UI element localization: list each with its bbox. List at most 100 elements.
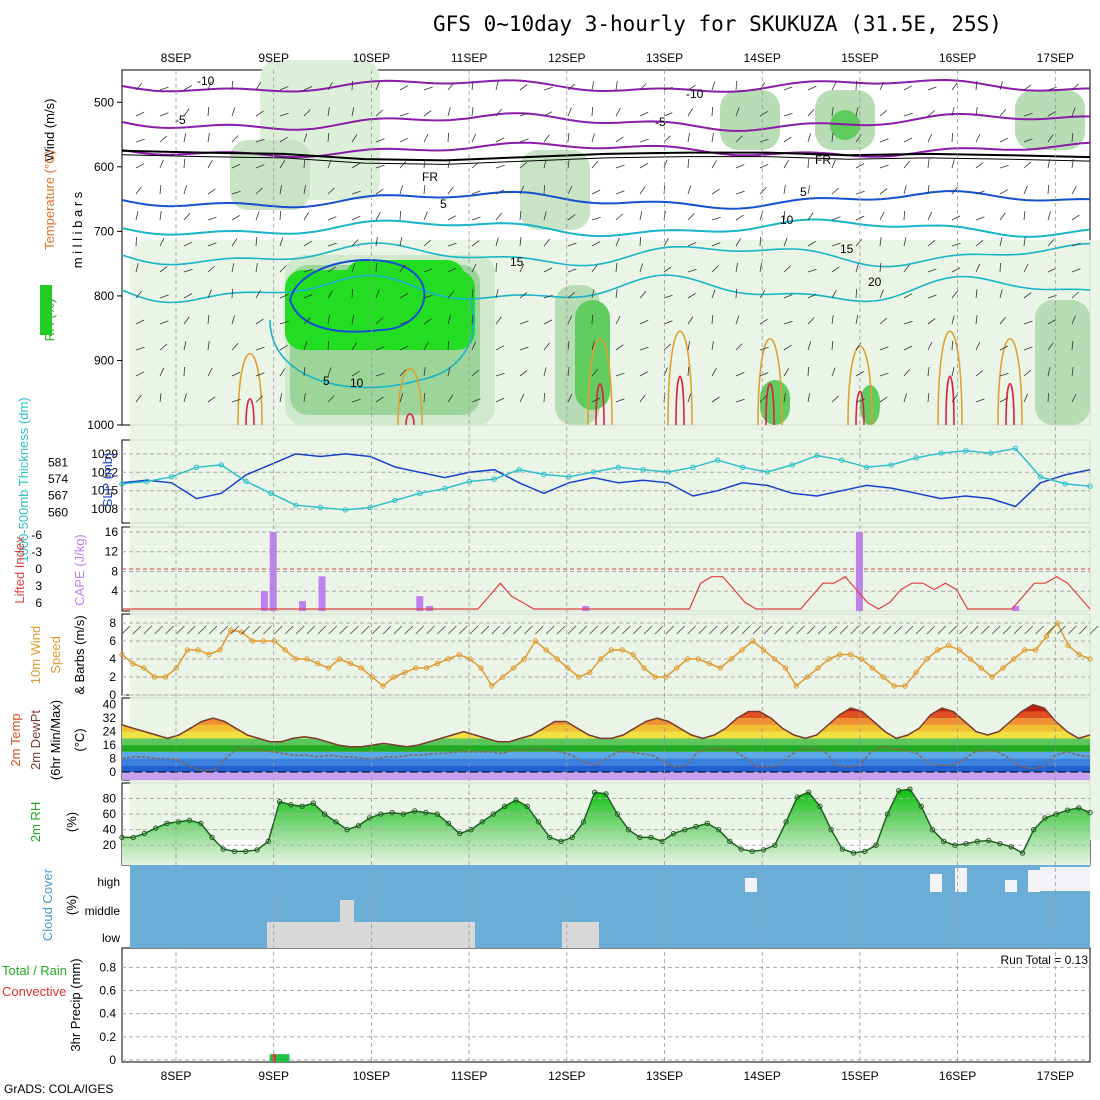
wind-speed-line-point (402, 669, 408, 676)
rh-line-point (929, 827, 936, 833)
wind-barb (903, 185, 907, 195)
wind-barb (975, 80, 978, 91)
contour-label-13: 10 (350, 376, 364, 390)
surface-wind-barb (1067, 625, 1077, 635)
wind-barb (183, 185, 187, 195)
wind-barb (327, 315, 330, 325)
wind-speed-line-point (347, 660, 354, 667)
rh-line-point (558, 838, 564, 844)
surface-wind-barb (970, 625, 979, 635)
wind-tick: 6 (109, 634, 116, 648)
high-cloud-bar (1005, 880, 1017, 892)
wind-barb (591, 264, 598, 273)
wind-speed-line-point (162, 674, 169, 680)
wind-barb (375, 289, 380, 299)
rh-line-point (772, 842, 778, 848)
wind-barb (759, 138, 769, 143)
wind-barb (903, 293, 913, 299)
thickness-line-point (1037, 474, 1044, 480)
rh-line-point (310, 800, 316, 806)
rh-line-point (220, 846, 227, 852)
rh-line-point (344, 827, 350, 833)
wind-speed-line-point (369, 674, 375, 680)
rh-legend-swatch (40, 285, 52, 335)
rh-shade-15 (760, 380, 790, 425)
surface-wind-barb (915, 625, 925, 635)
wind-barb (159, 211, 162, 221)
rh-shade-13 (230, 140, 310, 210)
thickness-line-point (938, 450, 944, 456)
wind-barb (207, 265, 215, 273)
wind-barb (375, 237, 378, 247)
temp-ylabel-2: 2m DewPt (28, 710, 43, 770)
rh-ylabel-1: 2m RH (28, 802, 43, 842)
wind-speed-line-point (151, 674, 158, 680)
wind-barb (351, 239, 359, 247)
date-label-bottom: 9SEP (258, 1069, 289, 1083)
wind-barb (375, 317, 383, 325)
ua-ytick-label: 900 (94, 353, 114, 367)
wind-barb (687, 213, 695, 221)
wind-barb (807, 293, 817, 299)
surface-wind-barb (839, 625, 849, 635)
wind-barb (543, 86, 553, 91)
wind-barb (1071, 291, 1079, 299)
wind-barb (375, 81, 380, 91)
rh-line-point (749, 848, 755, 855)
rh-line-point (1042, 815, 1048, 821)
wind-barb (135, 163, 145, 169)
thickness-line-point (814, 452, 820, 459)
wind-barb (783, 344, 792, 351)
rh-line-point (986, 837, 992, 844)
wind-speed-line-point (195, 647, 201, 653)
wind-speed-line-point (217, 647, 223, 653)
wind-barb (903, 264, 910, 273)
wind-barb (591, 81, 595, 91)
wind-barb (807, 393, 810, 403)
wind-barb (423, 239, 432, 247)
wind-barb (471, 107, 474, 117)
slp-line (121, 453, 1091, 508)
ua-ylabel-0: Wind (m/s) (42, 99, 57, 162)
wind-speed-line-point (815, 665, 821, 671)
wind-speed-line-point (956, 647, 963, 653)
wind-barb (687, 158, 690, 169)
wind-barb (447, 159, 451, 169)
thickness-line-point (1062, 481, 1068, 487)
date-label-bottom: 12SEP (548, 1069, 585, 1083)
wind-barb (495, 189, 505, 195)
precip-tick: 0 (109, 1053, 116, 1067)
surface-wind-barb (774, 625, 783, 635)
date-label-top: 10SEP (353, 51, 390, 65)
wind-barb (711, 289, 716, 299)
surface-wind-barb (393, 625, 403, 635)
precip-legend-total: Total / Rain (2, 963, 67, 978)
wind-barb (135, 236, 137, 247)
wind-speed-line-point (336, 656, 343, 662)
wind-speed-line-point (652, 674, 658, 680)
wind-barb (255, 236, 258, 247)
wind-barb (1047, 367, 1051, 377)
rh-line-point (727, 838, 733, 844)
wind-speed-line-point (576, 674, 582, 680)
wind-speed-line-point (641, 665, 647, 671)
date-label-bottom: 13SEP (646, 1069, 683, 1083)
wind-barb (375, 138, 385, 143)
wind-barb (615, 398, 625, 403)
temp-band-4 (122, 745, 1090, 752)
wind-barb (783, 112, 793, 117)
wind-barb (807, 241, 816, 247)
wind-barb (807, 158, 810, 169)
wind-barb (303, 393, 306, 403)
wind-barb (807, 109, 815, 117)
surface-wind-barb (480, 625, 490, 635)
hot-contour-1 (405, 412, 415, 426)
wind-barb (591, 133, 595, 143)
wind-barb (327, 107, 330, 117)
wind-barb (231, 215, 240, 221)
wind-barb (951, 315, 955, 325)
rh-line-point (1087, 809, 1093, 816)
wind-barb (255, 164, 265, 169)
wind-speed-line-point (717, 665, 723, 671)
wind-barb (279, 368, 286, 377)
